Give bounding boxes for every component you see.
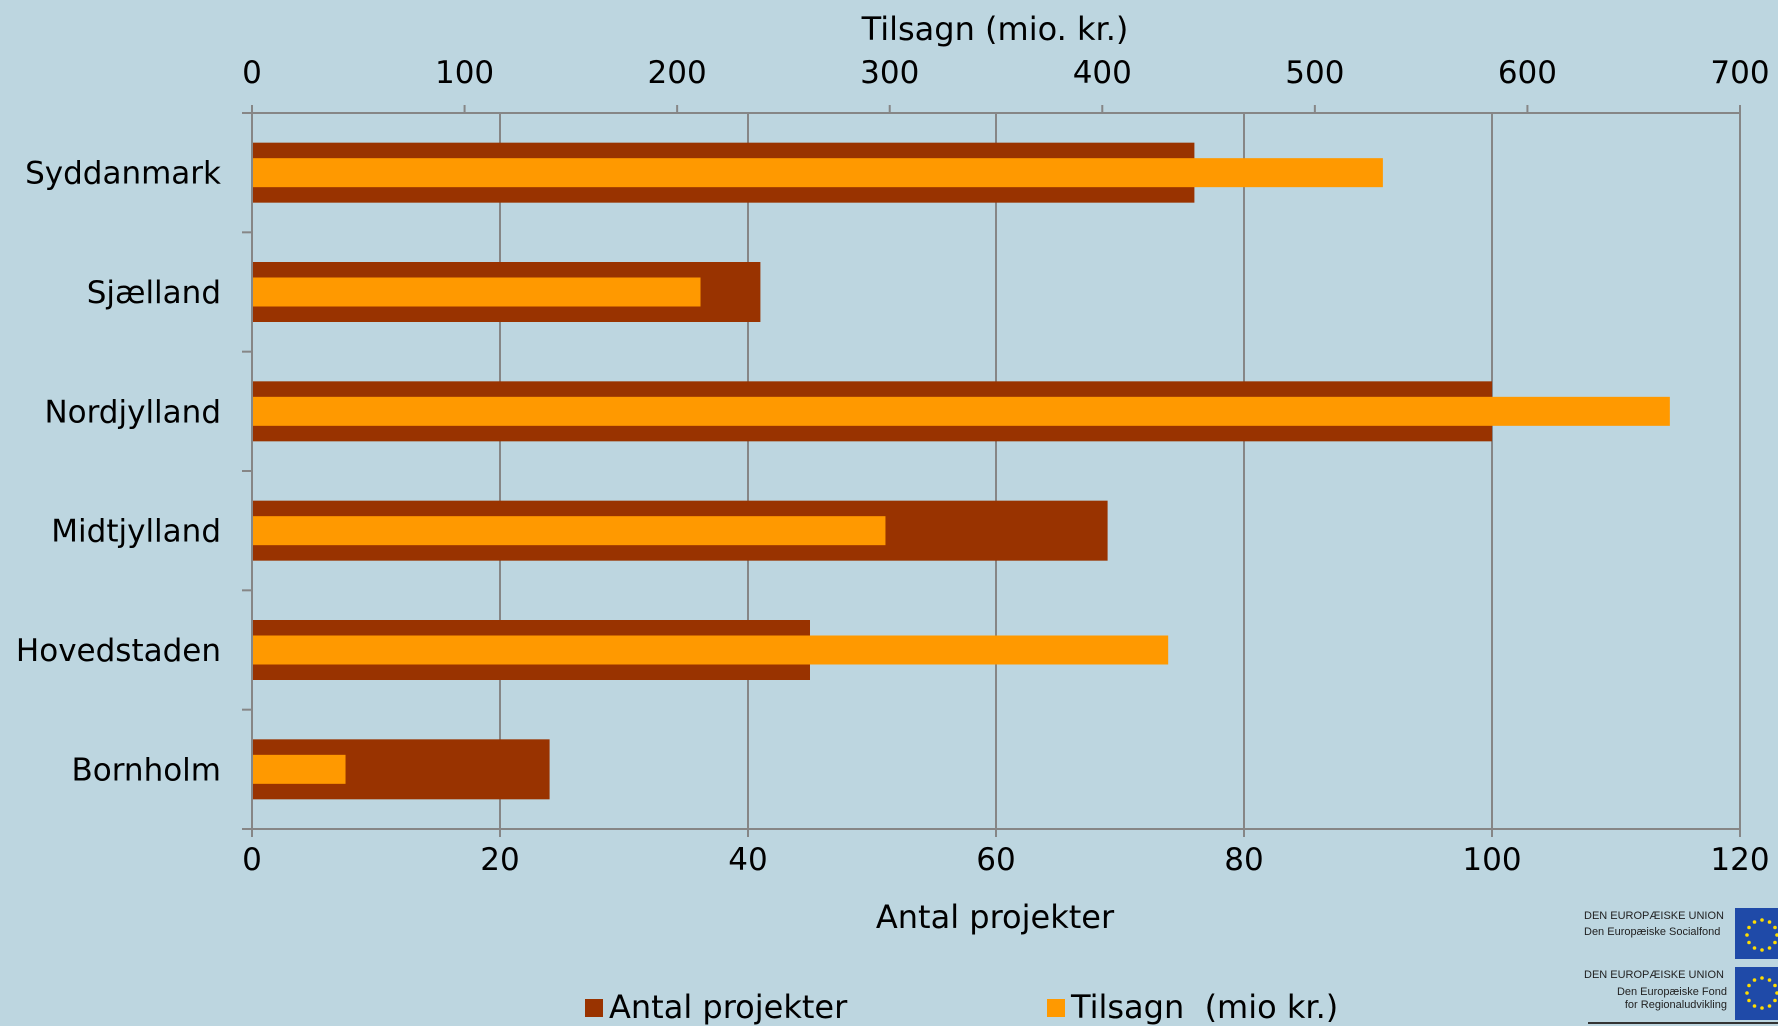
eu-star (1752, 978, 1757, 982)
category-label: Syddanmark (25, 156, 221, 192)
eu-star (1773, 940, 1777, 945)
eu-star (1752, 920, 1757, 924)
eu-star (1747, 925, 1751, 930)
bar-tilsagn (252, 158, 1383, 188)
eu-star (1775, 933, 1778, 937)
bottom-tick-label: 0 (242, 842, 262, 878)
top-tick-label: 0 (242, 55, 262, 91)
labels: Syddanmark Sjælland Nordjylland Midtjylland… (16, 55, 1770, 878)
eu-star (1760, 948, 1764, 952)
eu-star (1767, 1004, 1772, 1008)
eu-star (1760, 918, 1764, 922)
category-label: Bornholm (71, 752, 221, 788)
top-tick-label: 300 (860, 55, 919, 91)
bar-tilsagn (252, 277, 701, 307)
eu-star (1773, 925, 1777, 930)
bottom-tick-label: 60 (976, 842, 1015, 878)
bottom-tick-label: 120 (1710, 842, 1769, 878)
eu-star (1773, 983, 1777, 988)
legend-label-antal-projekter: Antal projekter (609, 988, 848, 1026)
eu-star (1745, 933, 1749, 937)
eu-star (1767, 946, 1772, 950)
category-label: Hovedstaden (16, 633, 221, 669)
legend-label-tilsagn: Tilsagn (mio kr.) (1070, 988, 1338, 1026)
eu-star (1752, 946, 1757, 950)
legend-swatch-antal-projekter (585, 999, 603, 1017)
bar-tilsagn (252, 396, 1670, 426)
top-tick-label: 400 (1073, 55, 1132, 91)
bar-tilsagn (252, 635, 1169, 665)
eu-stars-icon (1745, 918, 1778, 952)
eu-regional-line2: Den Europæiske Fond (1617, 986, 1727, 998)
eu-logo-socialfond: DEN EUROPÆISKE UNION Den Europæiske Soci… (1584, 908, 1778, 959)
bottom-axis-title: Antal projekter (876, 898, 1115, 936)
eu-regional-line1: DEN EUROPÆISKE UNION (1584, 969, 1724, 981)
top-axis-title: Tilsagn (mio. kr.) (861, 10, 1129, 48)
axes (242, 105, 1741, 837)
category-label: Nordjylland (44, 394, 221, 430)
eu-star (1760, 1006, 1764, 1010)
eu-regional-line3: for Regionaludvikling (1625, 999, 1727, 1011)
eu-flag-icon (1735, 967, 1778, 1020)
eu-flag-icon (1735, 908, 1778, 959)
bottom-tick-label: 100 (1462, 842, 1521, 878)
eu-star (1773, 998, 1777, 1003)
eu-star (1760, 976, 1764, 980)
top-tick-label: 600 (1498, 55, 1557, 91)
legend: Antal projekter Tilsagn (mio kr.) (585, 988, 1338, 1026)
grid-lines (499, 113, 1741, 829)
bar-tilsagn (252, 754, 346, 784)
eu-star (1745, 991, 1749, 995)
bottom-tick-label: 80 (1224, 842, 1263, 878)
eu-star (1767, 978, 1772, 982)
top-tick-label: 500 (1285, 55, 1344, 91)
eu-stars-icon (1745, 976, 1778, 1010)
top-tick-label: 200 (648, 55, 707, 91)
eu-star (1747, 983, 1751, 988)
eu-socialfond-line1: DEN EUROPÆISKE UNION (1584, 910, 1724, 922)
eu-star (1752, 1004, 1757, 1008)
bars (252, 142, 1670, 800)
bottom-tick-label: 40 (728, 842, 767, 878)
eu-star (1775, 991, 1778, 995)
eu-star (1747, 940, 1751, 945)
category-label: Midtjylland (51, 514, 221, 550)
eu-logo-regional: DEN EUROPÆISKE UNION Den Europæiske Fond… (1584, 967, 1778, 1024)
top-tick-label: 100 (435, 55, 494, 91)
eu-star (1767, 920, 1772, 924)
category-label: Sjælland (87, 275, 221, 311)
bar-tilsagn (252, 516, 886, 546)
legend-swatch-tilsagn (1047, 999, 1065, 1017)
eu-socialfond-line2: Den Europæiske Socialfond (1584, 926, 1720, 938)
bottom-tick-label: 20 (480, 842, 519, 878)
top-tick-label: 700 (1710, 55, 1769, 91)
eu-star (1747, 998, 1751, 1003)
logo-divider (1588, 1022, 1778, 1024)
